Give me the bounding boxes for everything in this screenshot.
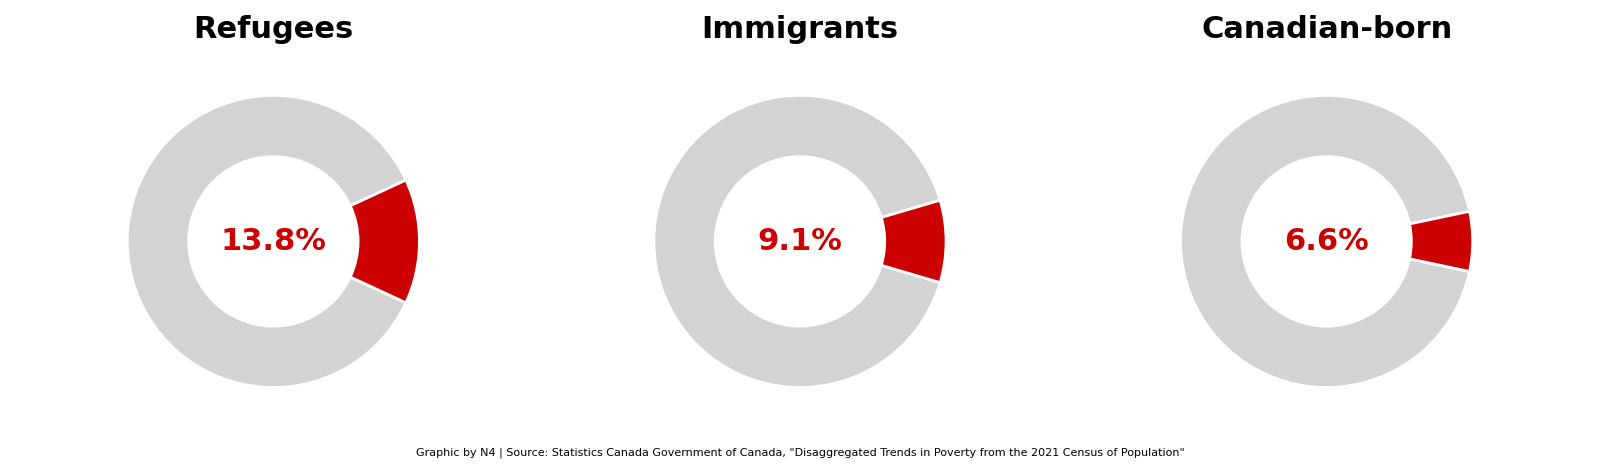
Wedge shape bbox=[654, 95, 941, 388]
Wedge shape bbox=[128, 95, 406, 388]
Text: 9.1%: 9.1% bbox=[757, 227, 843, 256]
Text: 13.8%: 13.8% bbox=[221, 227, 326, 256]
Wedge shape bbox=[1410, 212, 1472, 271]
Text: 6.6%: 6.6% bbox=[1285, 227, 1370, 256]
Title: Immigrants: Immigrants bbox=[701, 15, 899, 44]
Wedge shape bbox=[882, 200, 946, 283]
Title: Refugees: Refugees bbox=[194, 15, 354, 44]
Title: Canadian-born: Canadian-born bbox=[1202, 15, 1453, 44]
Wedge shape bbox=[350, 180, 419, 303]
Text: Graphic by N4 | Source: Statistics Canada Government of Canada, "Disaggregated T: Graphic by N4 | Source: Statistics Canad… bbox=[416, 447, 1184, 458]
Wedge shape bbox=[1181, 95, 1469, 388]
